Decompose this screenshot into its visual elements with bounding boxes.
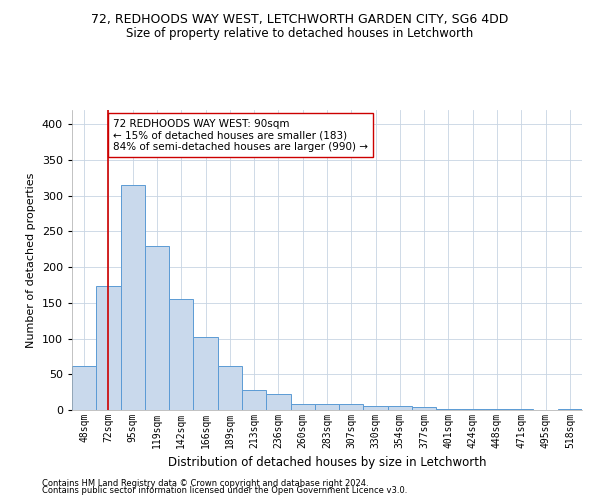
Text: Contains public sector information licensed under the Open Government Licence v3: Contains public sector information licen… <box>42 486 407 495</box>
Bar <box>364 406 388 410</box>
Text: Contains HM Land Registry data © Crown copyright and database right 2024.: Contains HM Land Registry data © Crown c… <box>42 478 368 488</box>
Bar <box>121 185 145 410</box>
Y-axis label: Number of detached properties: Number of detached properties <box>26 172 36 348</box>
Bar <box>339 404 364 410</box>
Bar <box>193 337 218 410</box>
Bar <box>169 298 193 410</box>
X-axis label: Distribution of detached houses by size in Letchworth: Distribution of detached houses by size … <box>168 456 486 469</box>
Bar <box>266 394 290 410</box>
Bar <box>436 408 461 410</box>
Bar <box>72 366 96 410</box>
Text: Size of property relative to detached houses in Letchworth: Size of property relative to detached ho… <box>127 28 473 40</box>
Bar <box>315 404 339 410</box>
Bar <box>145 246 169 410</box>
Bar <box>412 407 436 410</box>
Text: 72 REDHOODS WAY WEST: 90sqm
← 15% of detached houses are smaller (183)
84% of se: 72 REDHOODS WAY WEST: 90sqm ← 15% of det… <box>113 118 368 152</box>
Bar <box>96 286 121 410</box>
Bar <box>242 390 266 410</box>
Bar <box>558 408 582 410</box>
Bar <box>388 406 412 410</box>
Bar <box>218 366 242 410</box>
Bar <box>290 404 315 410</box>
Text: 72, REDHOODS WAY WEST, LETCHWORTH GARDEN CITY, SG6 4DD: 72, REDHOODS WAY WEST, LETCHWORTH GARDEN… <box>91 12 509 26</box>
